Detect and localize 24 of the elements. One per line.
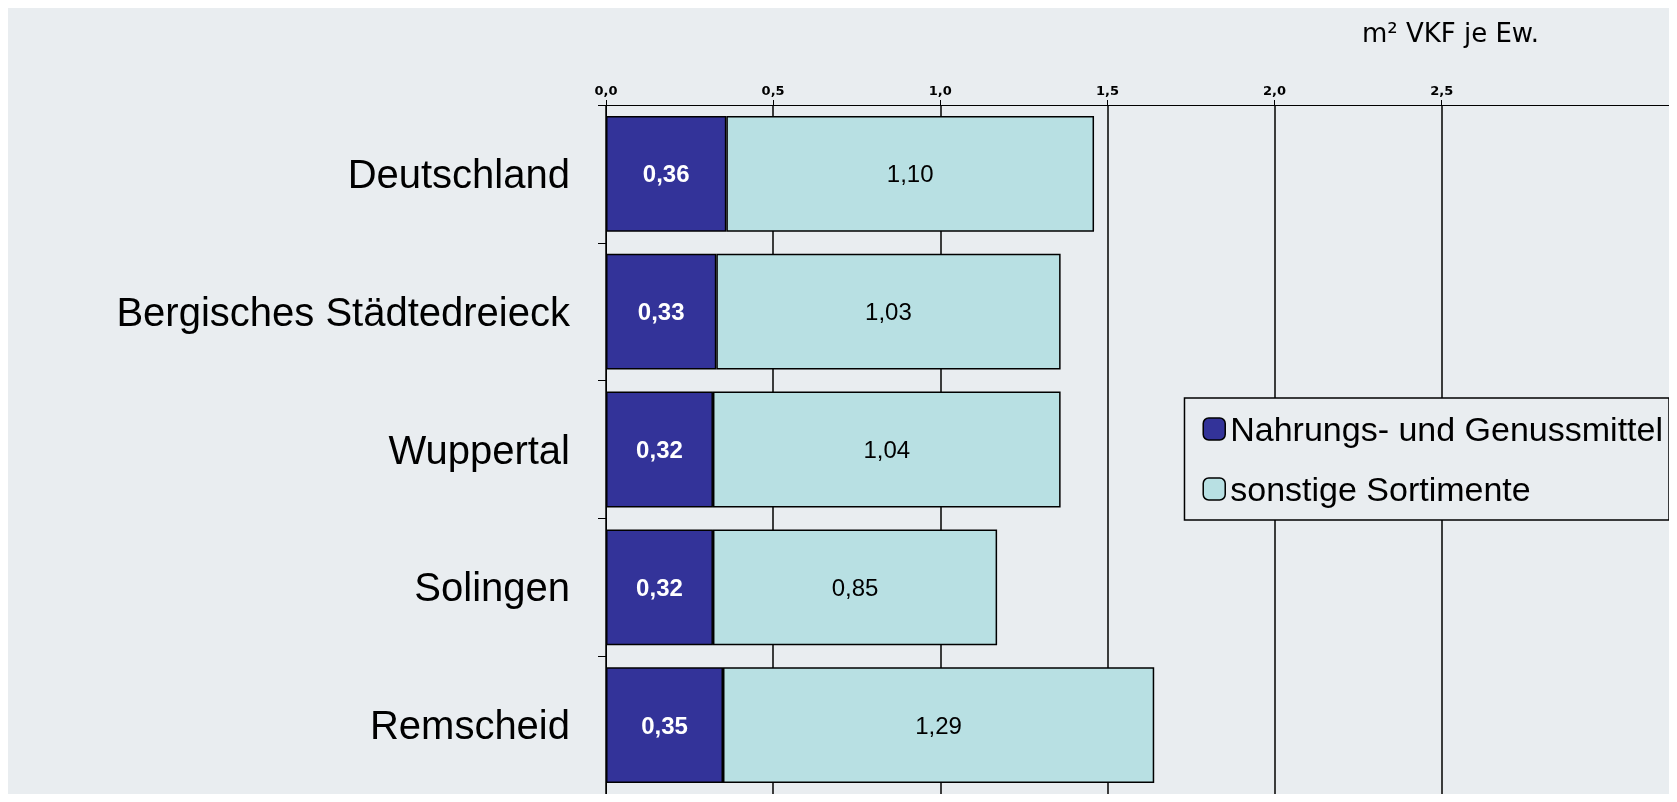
data-label: 0,35 [641,711,688,739]
data-label: 1,29 [915,711,962,739]
x-axis-title: m² VKF je Ew. [1361,18,1539,48]
data-label: 0,32 [636,573,683,601]
y-tick-label: Deutschland [347,151,570,196]
data-label: 1,03 [865,298,912,326]
legend-label: sonstige Sortimente [1230,470,1531,508]
data-label: 0,85 [831,573,879,601]
data-label: 0,33 [637,298,685,326]
x-tick-label: 0,5 [761,83,785,98]
data-label: 1,04 [863,436,911,463]
y-tick-label: Bergisches Städtedreieck [116,289,571,334]
data-label: 1,10 [886,160,934,188]
y-tick-label: Solingen [414,565,570,610]
y-tick-label: Remscheid [369,703,570,748]
x-tick-label: 0,0 [594,83,618,98]
data-label: 0,36 [642,160,690,188]
data-label: 0,32 [636,436,683,463]
x-tick-label: 1,5 [1095,83,1119,98]
x-tick-label: 1,0 [928,83,952,98]
y-tick-label: Wuppertal [388,427,570,472]
x-tick-label: 2,0 [1263,83,1287,98]
x-tick-label: 2,5 [1430,83,1454,98]
legend-label: Nahrungs- und Genussmittel [1230,410,1664,448]
